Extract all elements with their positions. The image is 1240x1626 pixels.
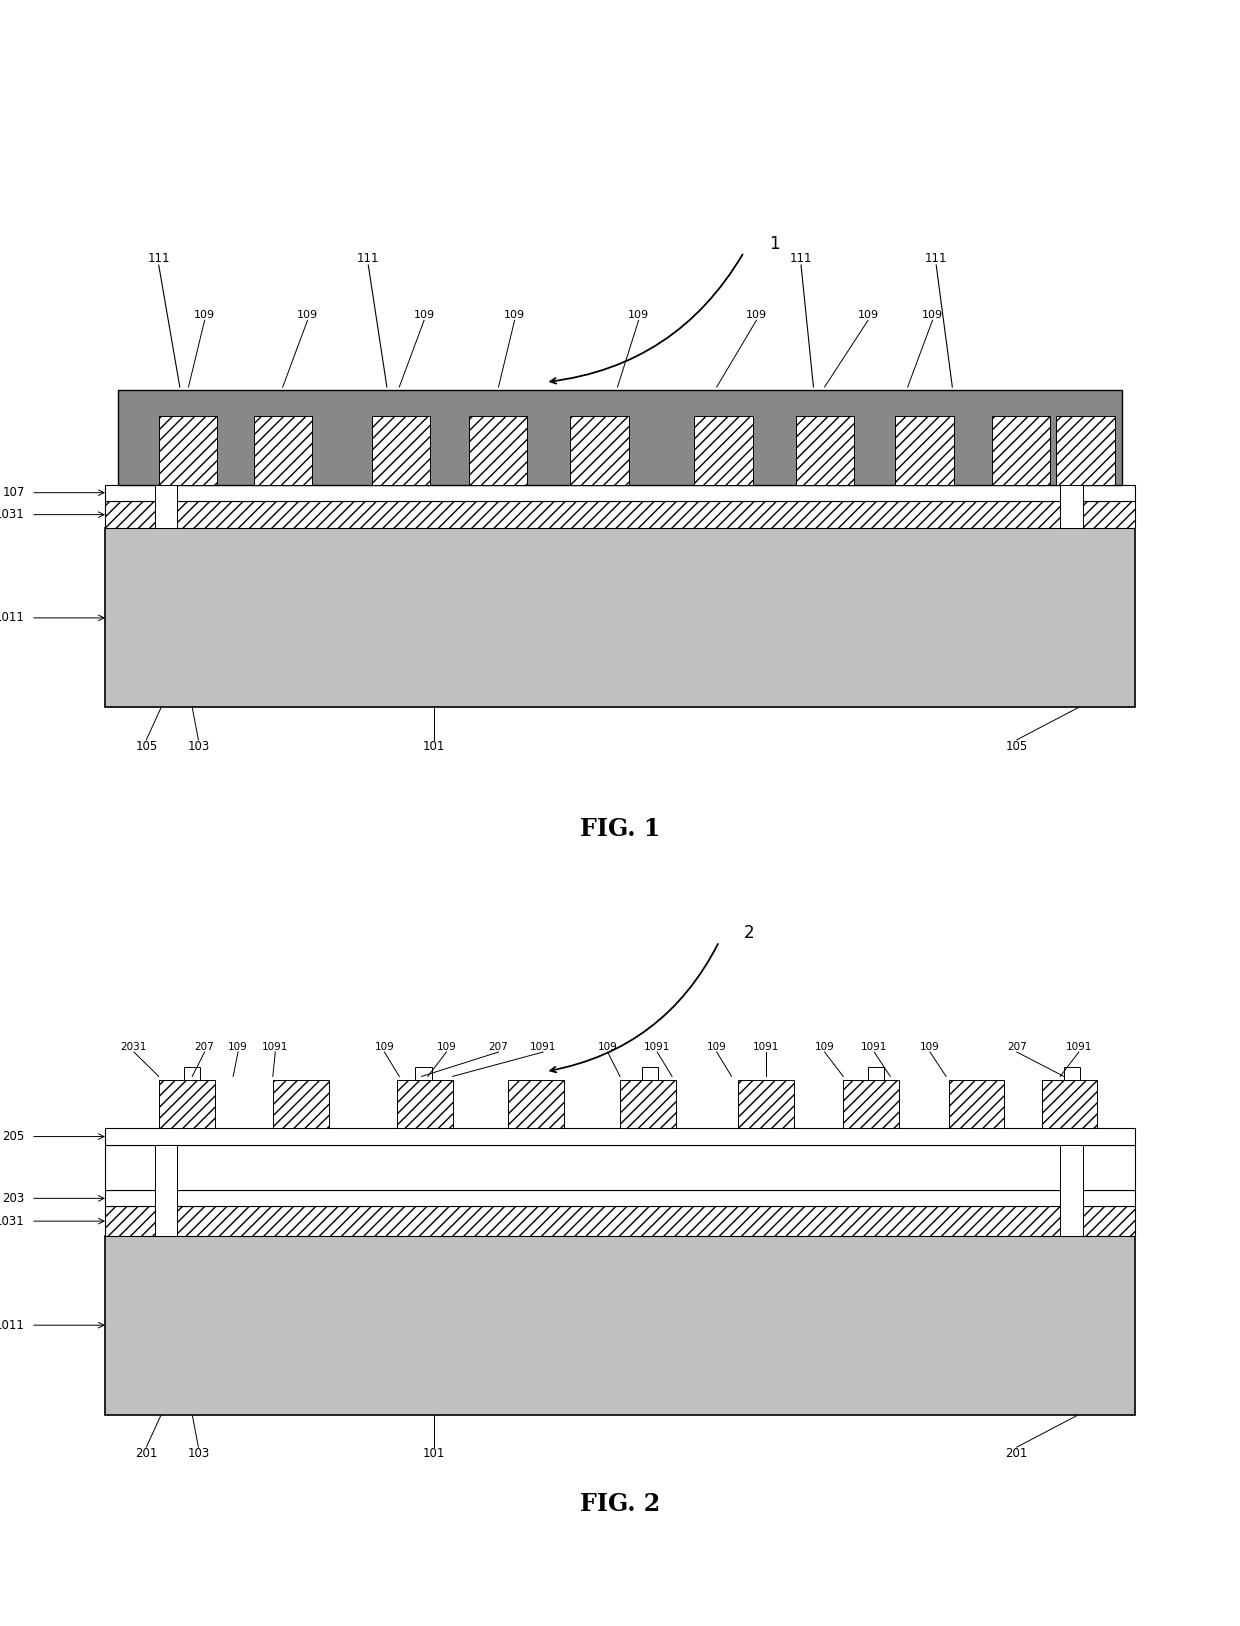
Text: 111: 111 xyxy=(925,252,947,265)
Bar xyxy=(1042,1080,1097,1128)
Bar xyxy=(570,416,629,485)
Bar xyxy=(949,1080,1004,1128)
Bar xyxy=(397,1080,453,1128)
Text: 1011: 1011 xyxy=(0,611,25,624)
Bar xyxy=(694,416,753,485)
Text: 109: 109 xyxy=(815,1042,835,1052)
Text: 109: 109 xyxy=(857,311,879,320)
Text: 1031: 1031 xyxy=(0,509,25,520)
Text: 111: 111 xyxy=(790,252,812,265)
Text: 207: 207 xyxy=(489,1042,508,1052)
Bar xyxy=(895,416,954,485)
Bar xyxy=(1056,416,1115,485)
Bar xyxy=(642,1067,658,1080)
Bar xyxy=(620,1080,676,1128)
Text: 2031: 2031 xyxy=(120,1042,148,1052)
Bar xyxy=(372,416,430,485)
Text: 109: 109 xyxy=(193,311,216,320)
Bar xyxy=(843,1080,899,1128)
Text: 109: 109 xyxy=(920,1042,940,1052)
Bar xyxy=(105,1190,1135,1206)
Bar xyxy=(105,528,1135,707)
Bar xyxy=(868,1067,884,1080)
Bar xyxy=(105,1128,1135,1145)
Text: 205: 205 xyxy=(2,1130,25,1143)
Text: 207: 207 xyxy=(195,1042,215,1052)
Text: 203: 203 xyxy=(2,1192,25,1205)
Text: 105: 105 xyxy=(1006,740,1028,753)
Bar xyxy=(254,416,312,485)
Text: 1091: 1091 xyxy=(262,1042,289,1052)
Text: 111: 111 xyxy=(357,252,379,265)
Text: 103: 103 xyxy=(187,740,210,753)
Text: 109: 109 xyxy=(413,311,435,320)
Bar xyxy=(273,1080,329,1128)
Bar xyxy=(159,1080,215,1128)
Text: 2: 2 xyxy=(744,924,755,943)
Bar xyxy=(1064,1067,1080,1080)
Text: 109: 109 xyxy=(921,311,944,320)
Bar xyxy=(1060,485,1083,528)
Text: 1091: 1091 xyxy=(753,1042,780,1052)
Text: 1091: 1091 xyxy=(861,1042,888,1052)
Text: 201: 201 xyxy=(135,1447,157,1460)
Bar xyxy=(508,1080,564,1128)
Text: 105: 105 xyxy=(135,740,157,753)
Bar xyxy=(105,501,1135,528)
Bar xyxy=(155,1145,177,1236)
Bar xyxy=(118,390,1122,485)
Text: 1031: 1031 xyxy=(0,1215,25,1228)
Text: 1091: 1091 xyxy=(529,1042,557,1052)
Text: 101: 101 xyxy=(423,740,445,753)
Text: 1011: 1011 xyxy=(0,1319,25,1332)
Text: FIG. 1: FIG. 1 xyxy=(580,818,660,841)
Bar xyxy=(105,1206,1135,1236)
Text: 109: 109 xyxy=(503,311,526,320)
Bar xyxy=(738,1080,794,1128)
Text: 1091: 1091 xyxy=(644,1042,671,1052)
Text: 109: 109 xyxy=(745,311,768,320)
Text: 103: 103 xyxy=(187,1447,210,1460)
Text: 201: 201 xyxy=(1006,1447,1028,1460)
Text: 1: 1 xyxy=(769,234,780,254)
Text: 109: 109 xyxy=(627,311,650,320)
Text: 101: 101 xyxy=(423,1447,445,1460)
Bar xyxy=(105,1236,1135,1415)
Bar xyxy=(184,1067,200,1080)
Bar xyxy=(415,1067,432,1080)
Text: 109: 109 xyxy=(296,311,319,320)
Bar xyxy=(1060,1145,1083,1236)
Text: 109: 109 xyxy=(598,1042,618,1052)
Text: 109: 109 xyxy=(228,1042,248,1052)
Bar xyxy=(105,485,1135,501)
Text: 1091: 1091 xyxy=(1065,1042,1092,1052)
Text: 111: 111 xyxy=(148,252,170,265)
Bar xyxy=(159,416,217,485)
Text: 109: 109 xyxy=(436,1042,456,1052)
Bar xyxy=(155,485,177,528)
Bar xyxy=(796,416,854,485)
Text: 107: 107 xyxy=(2,486,25,499)
Text: 207: 207 xyxy=(1007,1042,1027,1052)
Text: FIG. 2: FIG. 2 xyxy=(580,1493,660,1515)
Bar xyxy=(992,416,1050,485)
Bar xyxy=(105,1145,1135,1190)
Text: 109: 109 xyxy=(707,1042,727,1052)
Bar xyxy=(469,416,527,485)
Text: 109: 109 xyxy=(374,1042,394,1052)
